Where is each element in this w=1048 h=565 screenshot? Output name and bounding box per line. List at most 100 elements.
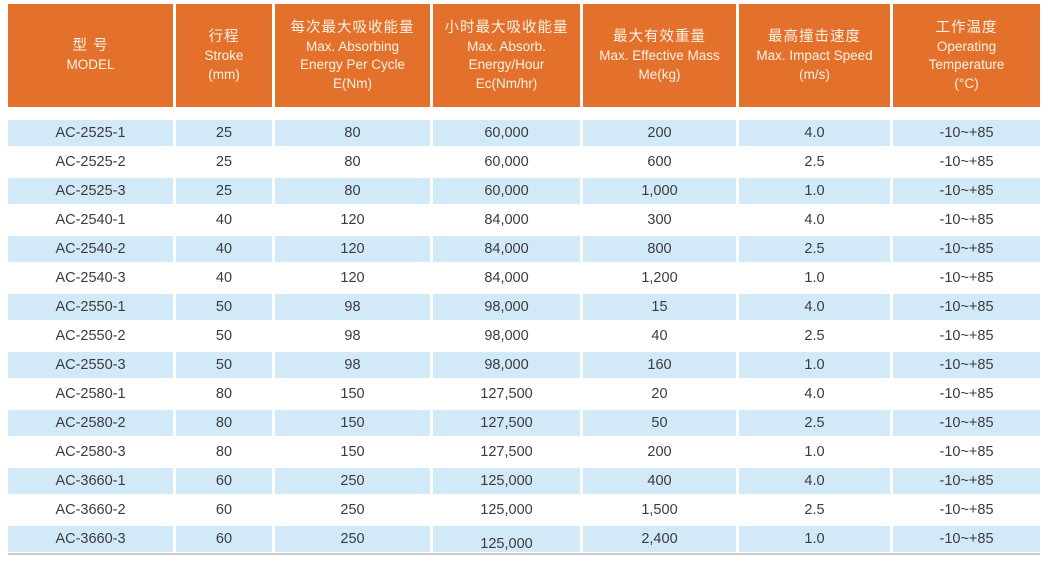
table-row: AC-2580-3 80 150 127,500 200 1.0 -10~+85	[8, 439, 1040, 465]
header-zh-label: 最大有效重量	[613, 29, 706, 45]
cell-energy-per-hour: 84,000	[433, 207, 580, 233]
cell-value: 125,000	[480, 502, 533, 518]
cell-model: AC-2550-3	[8, 352, 173, 378]
cell-value: 1,200	[641, 270, 678, 286]
cell-effective-mass: 1,000	[583, 178, 736, 204]
cell-value: -10~+85	[939, 183, 994, 199]
header-cell-energy-per-cycle: 每次最大吸收能量 Max. Absorbing Energy Per Cycle E(…	[275, 4, 430, 107]
cell-value: 4.0	[804, 125, 825, 141]
cell-value: 80	[344, 125, 361, 141]
cell-value: AC-2540-2	[55, 241, 126, 257]
cell-model: AC-2580-1	[8, 381, 173, 407]
cell-value: 60	[215, 473, 233, 489]
cell-effective-mass: 1,200	[583, 265, 736, 291]
cell-energy-per-cycle: 250	[275, 468, 430, 494]
cell-stroke: 40	[176, 236, 272, 262]
cell-value: -10~+85	[939, 473, 994, 489]
cell-value: 127,500	[480, 386, 533, 402]
cell-effective-mass: 160	[583, 352, 736, 378]
cell-impact-speed: 4.0	[739, 120, 890, 146]
cell-value: 1,500	[641, 502, 678, 518]
cell-operating-temp: -10~+85	[893, 497, 1040, 523]
header-en-label: Energy Per Cycle	[299, 57, 406, 73]
cell-value: 98	[344, 328, 361, 344]
header-en-label: Max. Absorb.	[467, 38, 546, 54]
cell-operating-temp: -10~+85	[893, 439, 1040, 465]
cell-value: 150	[340, 444, 365, 460]
cell-impact-speed: 1.0	[739, 265, 890, 291]
cell-value: AC-2525-1	[55, 125, 126, 141]
cell-value: AC-2525-2	[55, 154, 126, 170]
cell-value: 80	[344, 183, 361, 199]
header-en-label: MODEL	[66, 57, 115, 73]
cell-energy-per-hour: 127,500	[433, 381, 580, 407]
header-en-label: Ec(Nm/hr)	[475, 75, 538, 91]
cell-impact-speed: 4.0	[739, 294, 890, 320]
header-cell-effective-mass: 最大有效重量 Max. Effective Mass Me(kg)	[583, 4, 736, 107]
cell-model: AC-3660-2	[8, 497, 173, 523]
cell-value: 4.0	[804, 212, 825, 228]
cell-value: 80	[344, 154, 361, 170]
cell-effective-mass: 300	[583, 207, 736, 233]
cell-stroke: 80	[176, 381, 272, 407]
cell-stroke: 80	[176, 439, 272, 465]
table-row: AC-2540-1 40 120 84,000 300 4.0 -10~+85	[8, 207, 1040, 233]
cell-value: 50	[215, 328, 233, 344]
header-en-label: Operating	[936, 38, 997, 54]
cell-impact-speed: 2.5	[739, 410, 890, 436]
bottom-divider	[8, 553, 1040, 555]
cell-value: -10~+85	[939, 444, 994, 460]
header-zh-label: 行程	[208, 29, 240, 45]
cell-value: 125,000	[480, 536, 533, 552]
header-cell-stroke: 行程 Stroke (mm)	[176, 4, 272, 107]
cell-value: -10~+85	[939, 502, 994, 518]
cell-value: 160	[647, 357, 672, 373]
cell-value: 4.0	[804, 473, 825, 489]
header-cell-model: 型 号 MODEL	[8, 4, 173, 107]
cell-energy-per-hour: 60,000	[433, 120, 580, 146]
cell-impact-speed: 1.0	[739, 439, 890, 465]
cell-stroke: 60	[176, 497, 272, 523]
cell-value: 84,000	[484, 270, 529, 286]
cell-model: AC-2580-3	[8, 439, 173, 465]
cell-operating-temp: -10~+85	[893, 410, 1040, 436]
table-row: AC-2580-1 80 150 127,500 20 4.0 -10~+85	[8, 381, 1040, 407]
cell-value: AC-2580-3	[55, 444, 126, 460]
cell-value: 80	[215, 415, 233, 431]
cell-effective-mass: 40	[583, 323, 736, 349]
table-row: AC-2550-2 50 98 98,000 40 2.5 -10~+85	[8, 323, 1040, 349]
cell-value: AC-3660-1	[55, 473, 126, 489]
cell-impact-speed: 4.0	[739, 207, 890, 233]
cell-model: AC-2525-3	[8, 178, 173, 204]
cell-value: -10~+85	[939, 154, 994, 170]
cell-operating-temp: -10~+85	[893, 352, 1040, 378]
cell-value: 98,000	[484, 328, 529, 344]
cell-energy-per-hour: 127,500	[433, 439, 580, 465]
cell-value: 150	[340, 386, 365, 402]
table-row: AC-2550-3 50 98 98,000 160 1.0 -10~+85	[8, 352, 1040, 378]
cell-energy-per-cycle: 98	[275, 294, 430, 320]
cell-value: 800	[647, 241, 672, 257]
cell-value: -10~+85	[939, 241, 994, 257]
cell-value: 150	[340, 415, 365, 431]
cell-stroke: 40	[176, 265, 272, 291]
cell-energy-per-hour: 125,000	[433, 526, 580, 552]
cell-stroke: 50	[176, 323, 272, 349]
cell-energy-per-cycle: 120	[275, 236, 430, 262]
cell-value: 40	[215, 270, 233, 286]
header-en-label: (°C)	[954, 75, 979, 91]
cell-energy-per-hour: 60,000	[433, 178, 580, 204]
cell-stroke: 25	[176, 120, 272, 146]
cell-value: 40	[215, 212, 233, 228]
header-zh-label: 型 号	[72, 38, 109, 55]
cell-value: 127,500	[480, 415, 533, 431]
cell-value: 250	[340, 502, 365, 518]
header-zh-label: 最高撞击速度	[768, 29, 861, 45]
cell-value: 20	[651, 386, 668, 402]
cell-energy-per-hour: 84,000	[433, 265, 580, 291]
cell-model: AC-3660-1	[8, 468, 173, 494]
cell-effective-mass: 200	[583, 439, 736, 465]
cell-impact-speed: 2.5	[739, 323, 890, 349]
cell-value: 1.0	[804, 183, 825, 199]
cell-value: 2,400	[641, 531, 678, 547]
